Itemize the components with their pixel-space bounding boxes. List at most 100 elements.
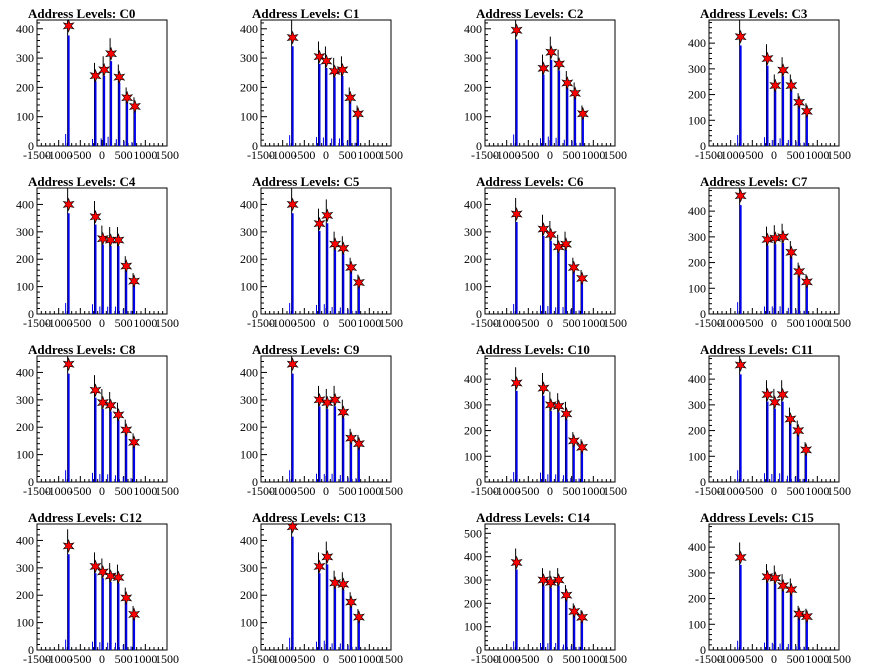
x-tick-label: 0 [771,484,777,498]
x-tick-label: 1500 [827,484,851,498]
y-tick-label: 300 [240,225,258,239]
peak-marker [537,222,550,237]
x-tick-label: 0 [547,148,553,162]
peak-marker [89,209,102,224]
panel-title: Address Levels: C15 [700,510,814,525]
x-tick-label: -1500 [23,316,51,330]
y-tick-label: 400 [464,550,482,564]
x-tick-label: 0 [323,484,329,498]
y-tick-label: 0 [252,139,258,153]
x-tick-label: -1500 [471,148,499,162]
x-tick-label: -500 [517,316,539,330]
x-tick-label: 1500 [155,148,179,162]
panel-c5: Address Levels: C5 0 100 200 300 400 -1500-100… [240,174,403,330]
y-tick-label: 400 [16,22,34,36]
y-tick-label: 0 [476,307,482,321]
x-tick-label: -500 [741,652,763,666]
y-tick-label: 100 [688,281,706,295]
x-tick-label: 1500 [827,652,851,666]
x-tick-label: -1000 [269,652,297,666]
x-tick-label: 500 [339,484,357,498]
x-tick-label: 500 [787,484,805,498]
peak-marker [734,550,747,565]
panel-c2: Address Levels: C2 0 100 200 300 400 -1500-100… [464,6,627,162]
y-tick-label: 400 [464,22,482,36]
x-tick-label: -1500 [695,316,723,330]
y-tick-label: 200 [240,588,258,602]
x-tick-label: 1500 [827,316,851,330]
y-tick-label: 200 [16,588,34,602]
peak-marker [112,570,125,585]
y-tick-label: 0 [700,475,706,489]
panel-c12: Address Levels: C12 0 100 200 300 400 -1500-10… [16,510,179,666]
peak-marker [128,607,141,622]
x-tick-label: -500 [293,652,315,666]
panel-c11: Address Levels: C11 0 100 200 300 400 -1500-10… [688,342,851,498]
x-tick-label: 500 [563,652,581,666]
peak-marker [734,188,747,203]
x-tick-label: -500 [69,316,91,330]
peak-marker [336,62,349,77]
y-tick-label: 200 [240,420,258,434]
peak-marker [352,610,365,625]
peak-marker [286,30,299,45]
peak-marker [800,274,813,289]
peak-marker [761,569,774,584]
peak-marker [544,397,557,412]
x-tick-label: 1000 [805,316,829,330]
x-tick-label: -1500 [695,484,723,498]
y-tick-label: 400 [16,365,34,379]
y-tick-label: 100 [688,449,706,463]
y-tick-label: 500 [464,526,482,540]
y-tick-label: 200 [688,256,706,270]
peak-marker [777,578,790,593]
y-tick-label: 200 [688,88,706,102]
x-tick-label: 1000 [805,484,829,498]
y-tick-label: 0 [28,643,34,657]
peak-marker [537,573,550,587]
panel-title: Address Levels: C10 [476,342,590,357]
x-tick-label: -1000 [717,652,745,666]
y-tick-label: 300 [464,51,482,65]
x-tick-label: -1500 [247,652,275,666]
y-tick-label: 200 [464,80,482,94]
x-tick-label: 0 [547,652,553,666]
y-tick-label: 300 [16,393,34,407]
peak-marker [96,565,109,579]
x-tick-label: 1500 [603,316,627,330]
x-tick-label: 0 [323,652,329,666]
peak-marker [345,260,358,275]
y-tick-label: 200 [688,592,706,606]
peak-marker [800,609,813,624]
x-tick-label: 0 [547,484,553,498]
peak-marker [785,582,798,597]
x-tick-label: -1500 [23,148,51,162]
peak-marker [568,604,581,619]
peak-marker [576,440,589,455]
y-tick-label: 200 [16,80,34,94]
y-tick-label: 300 [240,51,258,65]
peak-marker [352,106,365,121]
x-tick-label: -1000 [717,148,745,162]
x-tick-label: -500 [517,484,539,498]
x-tick-label: -1500 [247,316,275,330]
y-tick-label: 400 [16,197,34,211]
peak-marker [313,559,326,574]
peak-marker [352,436,365,451]
peak-marker [113,70,126,85]
x-tick-label: -1500 [695,148,723,162]
x-tick-label: 500 [339,148,357,162]
peak-marker [510,555,523,570]
x-tick-label: -1000 [493,148,521,162]
peak-marker [321,549,334,564]
peak-marker [552,573,565,587]
x-tick-label: 500 [339,316,357,330]
x-tick-label: 500 [115,148,133,162]
peak-marker [329,575,342,590]
y-tick-label: 400 [240,533,258,547]
panel-c14: Address Levels: C14 0 100 200 300 400 500 -1500… [464,510,627,666]
y-tick-label: 300 [464,573,482,587]
peak-marker [537,61,550,76]
y-tick-label: 300 [688,398,706,412]
